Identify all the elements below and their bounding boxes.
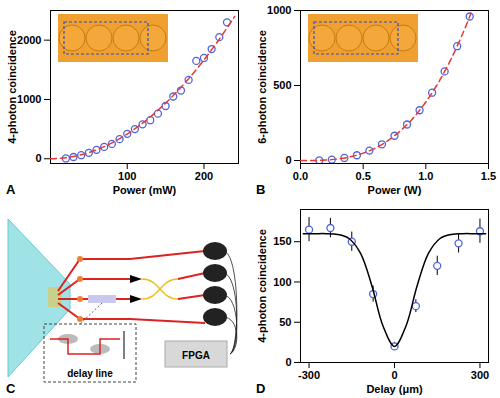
svg-text:0: 0	[391, 369, 397, 381]
svg-text:4-photon coincidence: 4-photon coincidence	[256, 229, 268, 343]
svg-text:0: 0	[35, 152, 41, 164]
svg-text:0: 0	[285, 356, 291, 368]
svg-text:100: 100	[273, 275, 291, 287]
svg-text:300: 300	[471, 369, 489, 381]
svg-text:150: 150	[273, 235, 291, 247]
svg-text:1.0: 1.0	[418, 170, 433, 182]
svg-text:delay line: delay line	[67, 368, 113, 379]
svg-text:50: 50	[279, 316, 291, 328]
svg-text:Delay (μm): Delay (μm)	[366, 383, 423, 395]
html-text:B: B	[256, 182, 266, 197]
svg-text:FPGA: FPGA	[182, 350, 210, 361]
svg-text:Power (mW): Power (mW)	[113, 184, 177, 196]
svg-text:1000: 1000	[267, 4, 291, 16]
html-text:C: C	[6, 381, 16, 396]
svg-text:100: 100	[118, 170, 136, 182]
svg-text:0: 0	[285, 154, 291, 166]
html-text:A: A	[6, 182, 16, 197]
svg-text:0.5: 0.5	[356, 170, 371, 182]
svg-text:500: 500	[273, 79, 291, 91]
svg-text:1000: 1000	[17, 93, 41, 105]
svg-text:6-photon coincidence: 6-photon coincidence	[256, 30, 268, 144]
svg-text:1.5: 1.5	[481, 170, 496, 182]
svg-text:-300: -300	[298, 369, 320, 381]
svg-text:200: 200	[195, 170, 213, 182]
svg-text:2000: 2000	[17, 34, 41, 46]
svg-text:0.0: 0.0	[293, 170, 308, 182]
svg-text:4-photon coincidence: 4-photon coincidence	[6, 30, 18, 144]
html-text:D: D	[256, 381, 266, 396]
svg-text:Power (W): Power (W)	[368, 184, 422, 196]
